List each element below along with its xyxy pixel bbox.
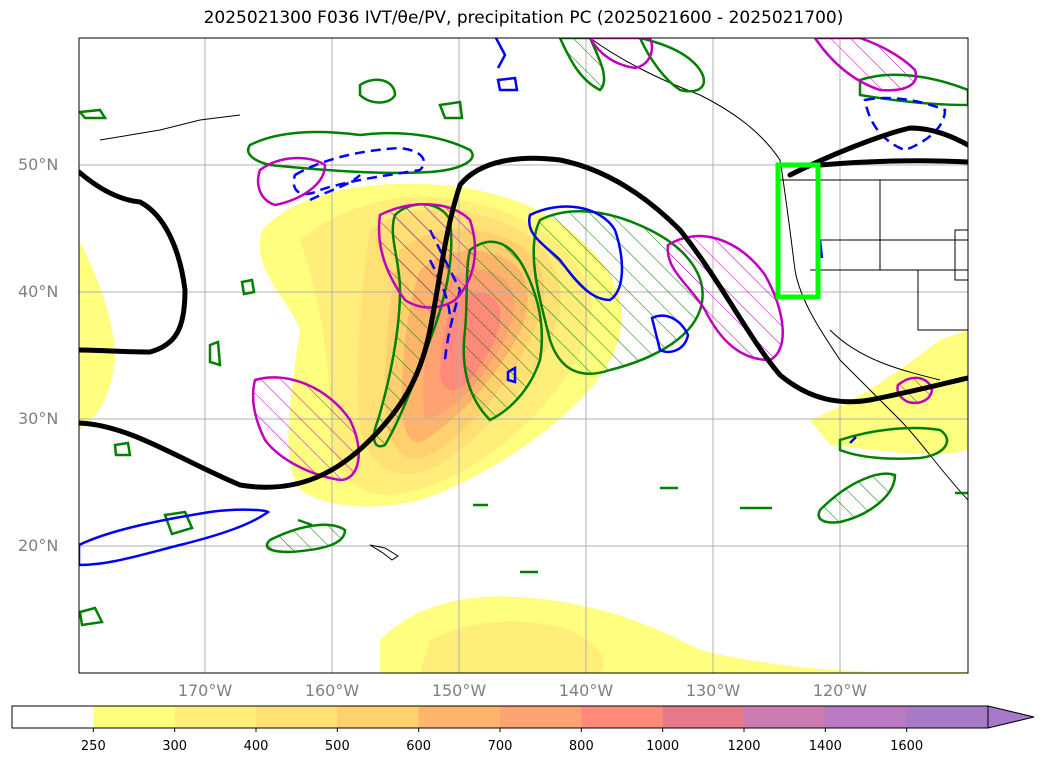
colorbar-tick-label: 600	[406, 739, 432, 754]
colorbar-tick-label: 400	[243, 739, 269, 754]
colorbar-swatch	[174, 706, 257, 728]
ivt-shading	[79, 183, 968, 673]
lon-label-120w: 120°W	[812, 681, 868, 700]
colorbar-swatch	[418, 706, 501, 728]
colorbar-tick-label: 1400	[808, 739, 842, 754]
target-region-box	[775, 162, 821, 300]
colorbar-tick-label: 250	[80, 739, 106, 754]
pv-contours	[251, 38, 934, 482]
colorbar-tick-label: 300	[162, 739, 188, 754]
lat-label-30n: 30°N	[18, 409, 59, 428]
colorbar-swatch	[256, 706, 338, 728]
colorbar-swatch	[93, 706, 176, 728]
lon-label-150w: 150°W	[431, 681, 487, 700]
lon-label-160w: 160°W	[304, 681, 360, 700]
lon-label-140w: 140°W	[558, 681, 614, 700]
colorbar-swatch	[825, 706, 908, 728]
colorbar-tick-label: 500	[324, 739, 350, 754]
lat-label-50n: 50°N	[18, 155, 59, 174]
colorbar-swatch	[12, 706, 94, 728]
lat-label-40n: 40°N	[18, 282, 59, 301]
colorbar-tick-label: 1600	[890, 739, 924, 754]
colorbar-extend-arrow	[987, 705, 1035, 729]
theta-e-contours	[79, 125, 968, 490]
colorbar-swatch	[500, 706, 582, 728]
colorbar-swatch	[337, 706, 420, 728]
map-title: 2025021300 F036 IVT/θe/PV, precipitation…	[203, 8, 844, 28]
colorbar	[11, 705, 1035, 732]
colorbar-swatch	[906, 706, 989, 728]
coastlines	[99, 38, 968, 561]
colorbar-swatch	[744, 706, 826, 728]
colorbar-tick-label: 800	[568, 739, 594, 754]
lon-label-170w: 170°W	[177, 681, 233, 700]
colorbar-tick-label: 700	[487, 739, 513, 754]
colorbar-tick-label: 1200	[727, 739, 761, 754]
colorbar-tick-label: 1000	[646, 739, 680, 754]
precip-negative-contours	[79, 38, 857, 567]
colorbar-swatch	[581, 706, 664, 728]
colorbar-swatch	[662, 706, 745, 728]
lat-label-20n: 20°N	[18, 536, 59, 555]
lon-label-130w: 130°W	[685, 681, 741, 700]
